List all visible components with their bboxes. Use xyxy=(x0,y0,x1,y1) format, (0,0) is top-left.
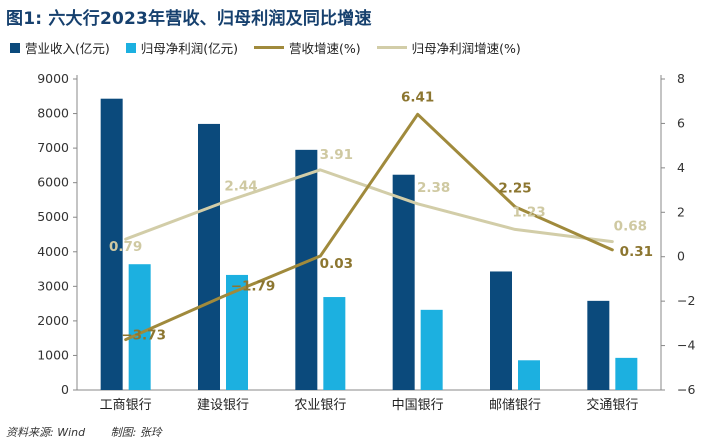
y-tick-label-left: 7000 xyxy=(37,140,69,155)
x-tick-label: 邮储银行 xyxy=(489,398,541,413)
data-label-profit-growth: 3.91 xyxy=(320,147,353,163)
legend-item-profit: 归母净利润(亿元) xyxy=(125,38,239,57)
author-label: 制图: 张玲 xyxy=(110,426,162,439)
bar-revenue xyxy=(392,174,415,390)
bar-revenue xyxy=(100,98,123,391)
data-label-profit-growth: 2.38 xyxy=(417,180,450,196)
x-tick-label: 建设银行 xyxy=(197,398,249,413)
y-tick-label-left: 1000 xyxy=(37,347,69,362)
legend-swatch-revenue xyxy=(10,42,20,53)
bar-profit xyxy=(128,264,151,390)
y-tick-label-left: 3000 xyxy=(37,278,69,293)
legend-item-revenue-growth: 营收增速(%) xyxy=(254,38,361,57)
legend-swatch-profit xyxy=(125,42,136,53)
y-tick-label-right: −2 xyxy=(677,293,695,308)
bar-revenue xyxy=(587,300,610,390)
chart-title: 图1: 六大行2023年营收、归母利润及同比增速 xyxy=(6,9,372,29)
legend-item-profit-growth: 归母净利润增速(%) xyxy=(376,38,521,57)
data-label-profit-growth: 0.79 xyxy=(109,239,142,255)
y-tick-label-left: 0 xyxy=(61,382,69,397)
bar-revenue xyxy=(490,271,512,390)
bar-profit xyxy=(420,309,443,390)
y-tick-label-right: −6 xyxy=(677,382,695,397)
x-tick-label: 农业银行 xyxy=(294,398,346,413)
y-tick-label-left: 5000 xyxy=(37,209,69,224)
legend-label-revenue: 营业收入(亿元) xyxy=(25,41,110,56)
legend: 营业收入(亿元) 归母净利润(亿元) 营收增速(%) 归母净利润增速(%) xyxy=(10,38,537,57)
data-label-revenue-growth: 0.31 xyxy=(620,244,653,260)
y-tick-label-right: −4 xyxy=(677,338,695,353)
data-label-revenue-growth: 0.03 xyxy=(320,256,353,272)
data-label-revenue-growth: −3.73 xyxy=(121,328,166,344)
y-tick-label-right: 6 xyxy=(677,115,685,130)
data-label-profit-growth: 0.68 xyxy=(614,219,647,235)
y-tick-label-left: 6000 xyxy=(37,175,69,190)
x-tick-label: 工商银行 xyxy=(100,398,152,413)
legend-label-revenue-growth: 营收增速(%) xyxy=(289,41,361,56)
bar-revenue xyxy=(198,123,220,390)
legend-label-profit: 归母净利润(亿元) xyxy=(140,41,239,56)
bar-profit xyxy=(615,357,638,390)
data-label-revenue-growth: 2.25 xyxy=(498,181,531,197)
x-tick-label: 交通银行 xyxy=(586,397,638,413)
data-label-revenue-growth: 6.41 xyxy=(401,89,434,105)
data-label-profit-growth: 2.44 xyxy=(224,179,257,195)
y-tick-label-right: 8 xyxy=(677,71,685,86)
bar-profit xyxy=(226,274,248,390)
data-label-revenue-growth: −1.79 xyxy=(231,278,276,294)
y-tick-label-right: 0 xyxy=(677,249,685,264)
bar-revenue xyxy=(295,149,318,390)
line-revenue-growth xyxy=(124,112,614,342)
data-label-profit-growth: 1.23 xyxy=(512,204,545,220)
legend-label-profit-growth: 归母净利润增速(%) xyxy=(411,41,521,56)
legend-item-revenue: 营业收入(亿元) xyxy=(10,38,110,57)
source-label: 资料来源: Wind xyxy=(6,426,86,439)
y-tick-label-left: 9000 xyxy=(37,71,69,86)
source-note: 资料来源: Wind 制图: 张玲 xyxy=(6,424,184,440)
legend-swatch-profit-growth xyxy=(376,46,407,49)
x-tick-label: 中国银行 xyxy=(392,398,444,413)
bar-profit xyxy=(518,360,540,390)
y-tick-label-left: 2000 xyxy=(37,313,69,328)
y-tick-label-right: 2 xyxy=(677,204,685,219)
y-tick-label-right: 4 xyxy=(677,160,685,175)
y-tick-label-left: 4000 xyxy=(37,244,69,259)
y-tick-label-left: 8000 xyxy=(37,106,69,121)
bar-profit xyxy=(323,297,346,390)
legend-swatch-revenue-growth xyxy=(254,46,285,49)
